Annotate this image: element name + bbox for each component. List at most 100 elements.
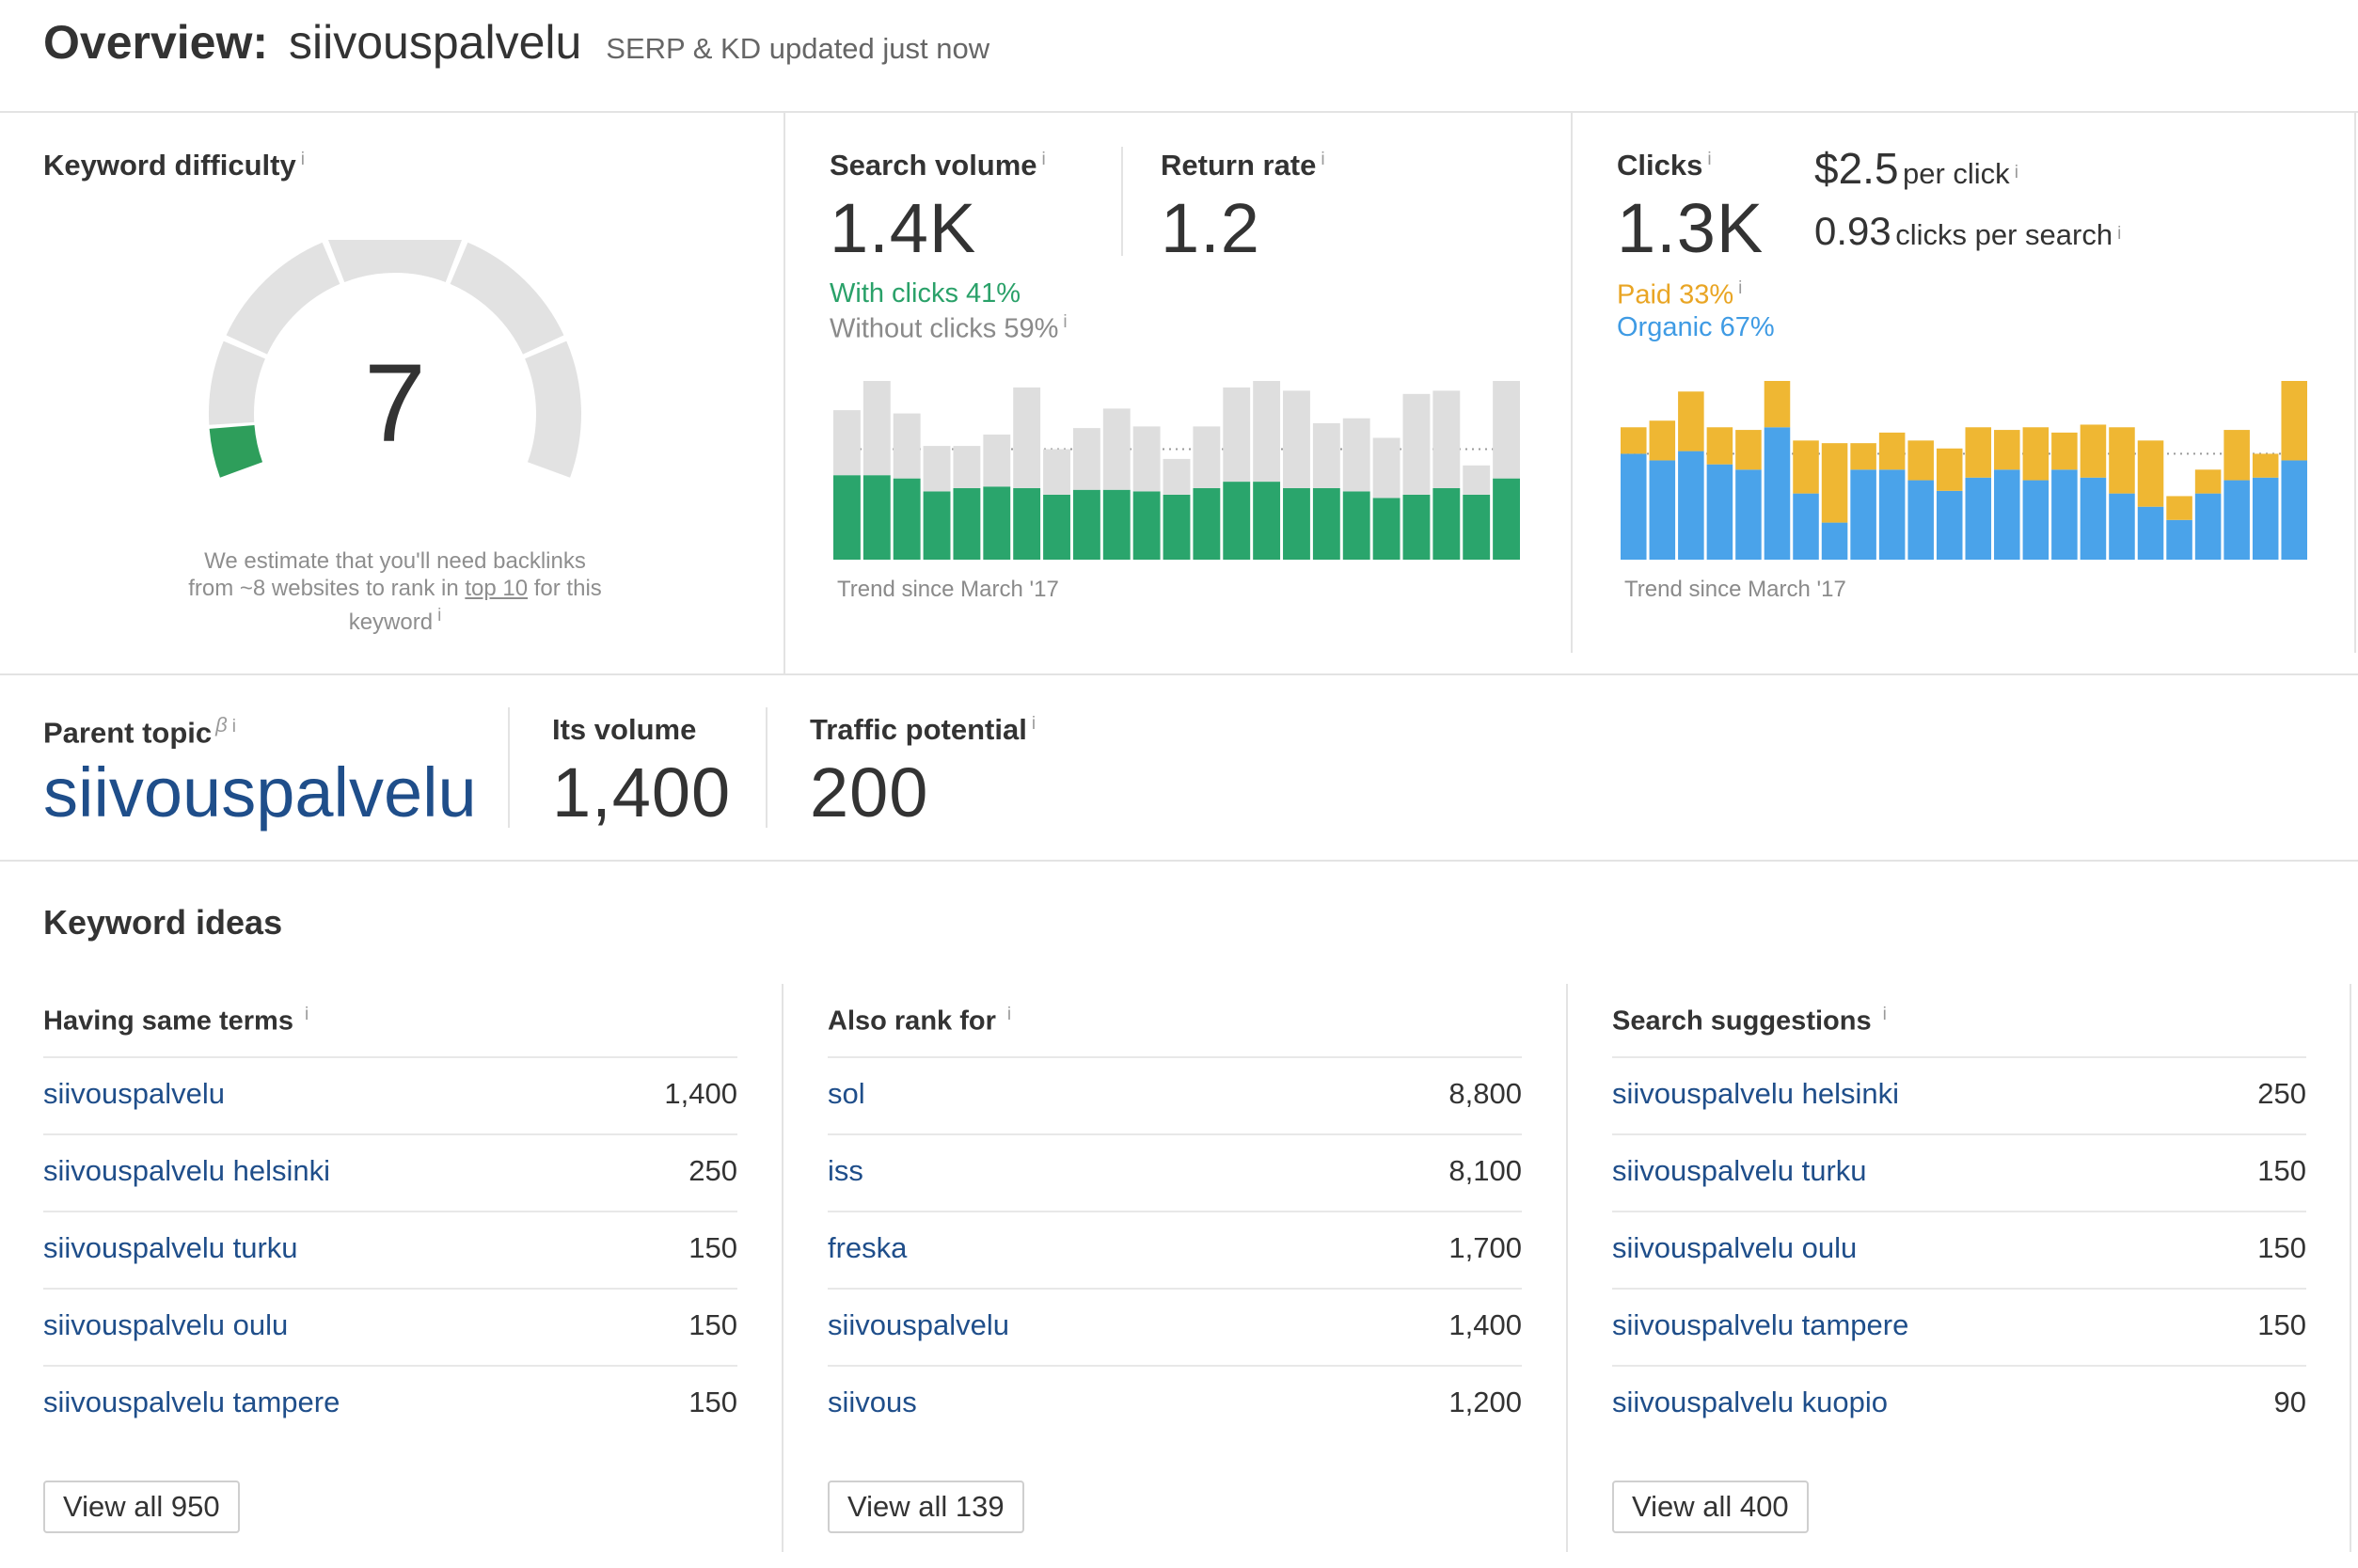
trend-bar-series-0 [1621,453,1647,560]
trend-bar-series-0 [923,491,951,560]
list-item[interactable]: siivouspalvelu turku 150 [1612,1133,2306,1211]
keyword-link[interactable]: siivouspalvelu tampere [43,1386,340,1418]
keyword-link[interactable]: siivouspalvelu turku [1612,1154,1867,1187]
list-item[interactable]: siivouspalvelu helsinki 250 [1612,1056,2306,1133]
trend-bar-series-1 [953,446,981,488]
list-item[interactable]: siivouspalvelu 1,400 [43,1056,737,1133]
keyword-link[interactable]: siivous [828,1386,917,1418]
trend-bar-series-1 [2137,440,2164,507]
info-icon[interactable]: i [231,717,236,736]
keyword-link[interactable]: siivouspalvelu [43,1077,225,1110]
list-item[interactable]: siivouspalvelu oulu 150 [43,1288,737,1365]
keyword-link[interactable]: siivouspalvelu helsinki [43,1154,330,1187]
list-item[interactable]: siivouspalvelu helsinki 250 [43,1133,737,1211]
trend-bar-series-0 [1678,451,1704,560]
trend-bar-series-1 [2022,427,2049,481]
keyword-link[interactable]: sol [828,1077,865,1110]
list-item[interactable]: siivouspalvelu turku 150 [43,1211,737,1288]
keyword-volume: 150 [688,1308,737,1341]
trend-bar-series-1 [2252,453,2279,478]
list-item[interactable]: sol 8,800 [828,1056,1522,1133]
info-icon[interactable]: i [437,606,442,626]
trend-bar-series-0 [1463,494,1491,560]
card-divider [2354,113,2356,653]
list-item[interactable]: siivouspalvelu tampere 150 [1612,1288,2306,1365]
list-item[interactable]: freska 1,700 [828,1211,1522,1288]
keyword-link[interactable]: siivouspalvelu [828,1308,1009,1341]
kd-estimate-text-2a: from ~8 websites to rank in [188,576,459,601]
keyword-volume: 150 [2257,1308,2306,1341]
keyword-link[interactable]: siivouspalvelu kuopio [1612,1386,1888,1418]
keyword-link[interactable]: siivouspalvelu oulu [1612,1231,1858,1264]
info-icon[interactable]: i [300,149,305,169]
kd-gauge-segment [328,240,462,282]
trend-bar-series-1 [2194,469,2222,494]
list-item[interactable]: siivouspalvelu 1,400 [828,1288,1522,1365]
view-all-also-rank-button[interactable]: View all 139 [828,1481,1024,1533]
keyword-link[interactable]: iss [828,1154,863,1187]
parent-topic-link[interactable]: siivouspalvelu [43,753,477,832]
trend-bar-series-0 [1793,493,1819,560]
info-icon[interactable]: i [2117,223,2122,244]
beta-badge: β [215,713,228,736]
list-item[interactable]: siivous 1,200 [828,1365,1522,1442]
trend-bar-series-1 [1432,390,1461,488]
keyword-link[interactable]: siivouspalvelu tampere [1612,1308,1909,1341]
trend-bar-series-0 [1821,522,1848,560]
sv-trend-caption: Trend since March '17 [837,577,1059,602]
info-icon[interactable]: i [2014,162,2018,182]
info-icon[interactable]: i [1707,149,1712,169]
view-all-suggestions-button[interactable]: View all 400 [1612,1481,1809,1533]
column-divider [2350,984,2351,1552]
trend-bar-series-0 [1402,494,1431,560]
info-icon[interactable]: i [1006,1005,1012,1024]
having-same-terms-title: Having same terms i [43,1005,309,1037]
cps-label: clicks per search [1895,218,2113,251]
trend-bar-series-0 [953,488,981,560]
trend-bar-series-0 [2109,493,2135,560]
keyword-volume: 150 [688,1386,737,1418]
paid-clicks: Paid 33% i [1617,278,1742,311]
trend-bar-series-0 [1907,480,1934,560]
kd-estimate-line-2: from ~8 websites to rank in top 10 for t… [165,575,625,602]
info-icon[interactable]: i [1063,312,1068,332]
keyword-link[interactable]: siivouspalvelu turku [43,1231,298,1264]
top-10-link[interactable]: top 10 [465,576,529,601]
keyword-link[interactable]: siivouspalvelu oulu [43,1308,289,1341]
info-icon[interactable]: i [304,1005,309,1024]
cpc-value: $2.5 [1814,144,1899,193]
trend-bar-series-1 [862,381,891,476]
list-item[interactable]: iss 8,100 [828,1133,1522,1211]
info-icon[interactable]: i [1738,278,1743,298]
info-icon[interactable]: i [1031,713,1037,734]
return-rate-value: 1.2 [1161,189,1260,267]
trend-bar-series-1 [1193,426,1221,488]
keyword-volume: 250 [2257,1077,2306,1110]
keyword-volume: 90 [2273,1386,2306,1418]
view-all-same-terms-button[interactable]: View all 950 [43,1481,240,1533]
trend-bar-series-1 [1372,437,1401,499]
trend-bar-series-0 [1342,491,1370,560]
keyword-volume: 150 [2257,1154,2306,1187]
info-icon[interactable]: i [1041,149,1046,169]
keyword-volume: 1,400 [664,1077,737,1110]
page-title-label: Overview: [43,16,269,69]
info-icon[interactable]: i [1321,149,1325,169]
trend-bar-series-1 [1072,428,1100,490]
keyword-link[interactable]: siivouspalvelu helsinki [1612,1077,1899,1110]
trend-bar-series-1 [1878,432,1906,470]
section-divider [0,673,2358,675]
list-item[interactable]: siivouspalvelu tampere 150 [43,1365,737,1442]
info-icon[interactable]: i [1882,1005,1887,1024]
kd-estimate-line-3: keyword i [165,602,625,636]
trend-bar-series-0 [1764,427,1791,560]
column-divider [782,984,783,1552]
organic-clicks-text: Organic 67% [1617,312,1775,342]
list-item[interactable]: siivouspalvelu kuopio 90 [1612,1365,2306,1442]
list-item[interactable]: siivouspalvelu oulu 150 [1612,1211,2306,1288]
kd-value: 7 [364,341,426,466]
keyword-link[interactable]: freska [828,1231,908,1264]
cpc-label: per click [1902,157,2010,190]
column-title-label: Having same terms [43,1006,293,1037]
search-volume-value: 1.4K [830,189,977,267]
